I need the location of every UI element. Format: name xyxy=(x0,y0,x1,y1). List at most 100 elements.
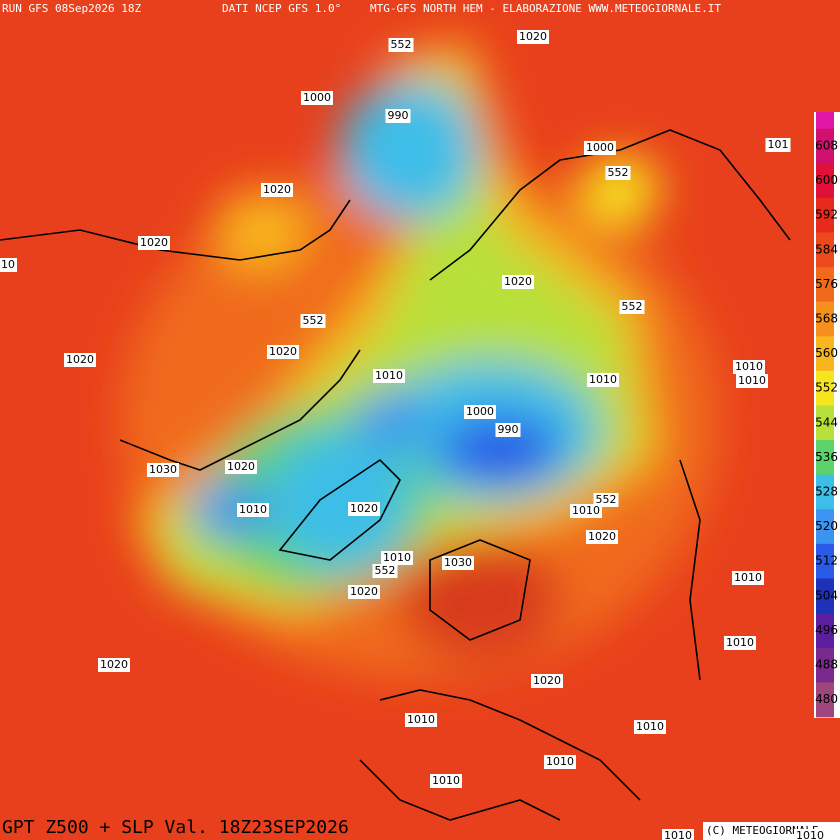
height-field xyxy=(120,40,720,680)
contour-label-bg xyxy=(405,713,437,727)
contour-label: 552 xyxy=(596,493,617,506)
copyright: (C) METEOGIORNALE xyxy=(706,824,819,837)
contour-label-bg xyxy=(605,166,631,180)
contour-label: 1000 xyxy=(586,141,614,154)
colorbar-label: 504 xyxy=(815,588,838,602)
contour-label-bg xyxy=(64,353,96,367)
contour-label-bg xyxy=(586,530,618,544)
contour-label-bg xyxy=(147,463,179,477)
contour-label: 1020 xyxy=(533,674,561,687)
contour-label-bg xyxy=(732,571,764,585)
contour-label-bg xyxy=(531,674,563,688)
colorbar-label: 608 xyxy=(815,139,838,153)
contour-label: 1010 xyxy=(375,369,403,382)
contour-label: 101 xyxy=(768,138,789,151)
contour-label-bg xyxy=(502,275,534,289)
contour-label: 1000 xyxy=(466,405,494,418)
contour-label-bg xyxy=(442,556,474,570)
contour-label-bg xyxy=(237,503,269,517)
source-label: DATI NCEP GFS 1.0° xyxy=(222,2,341,15)
colorbar-band xyxy=(816,578,834,614)
contour-label: 1020 xyxy=(504,275,532,288)
contour-label: 552 xyxy=(622,300,643,313)
colorbar-label: 568 xyxy=(815,312,838,326)
contour-label-bg xyxy=(570,504,602,518)
colorbar-strip xyxy=(834,112,840,718)
contour-label-bg xyxy=(261,183,293,197)
colorbar-label: 520 xyxy=(815,519,838,533)
contour-label: 990 xyxy=(388,109,409,122)
contour-label: 1010 xyxy=(726,636,754,649)
colorbar-label: 512 xyxy=(815,554,838,568)
contour-label: 1010 xyxy=(572,504,600,517)
contour-label: 1020 xyxy=(227,460,255,473)
contour-label-bg xyxy=(373,369,405,383)
contour-label-bg xyxy=(348,585,380,599)
contour-label: 1030 xyxy=(444,556,472,569)
contour-label-bg xyxy=(794,829,826,840)
contour-label: 1010 xyxy=(796,829,824,840)
contour-label: 10 xyxy=(1,258,15,271)
contour-label-bg xyxy=(724,636,756,650)
run-label: RUN GFS 08Sep2026 18Z xyxy=(2,2,141,15)
contour-label: 1010 xyxy=(432,774,460,787)
colorbar-band xyxy=(816,613,834,649)
contour-label-bg xyxy=(464,405,496,419)
contour-label: 1000 xyxy=(303,91,331,104)
colorbar-band xyxy=(816,301,834,337)
colorbar-band xyxy=(816,197,834,233)
contour-label-bg xyxy=(138,236,170,250)
colorbar-band xyxy=(816,370,834,406)
contour-label-bg xyxy=(301,91,333,105)
contour-label: 1010 xyxy=(407,713,435,726)
contour-label-bg xyxy=(98,658,130,672)
contour-label-bg xyxy=(662,829,694,840)
contour-label-bg xyxy=(733,360,765,374)
contour-label-bg xyxy=(619,300,645,314)
contour-label-bg xyxy=(495,423,521,437)
contour-label: 1010 xyxy=(636,720,664,733)
contour-label-bg xyxy=(385,109,411,123)
contour-label-bg xyxy=(0,258,17,272)
contour-label: 552 xyxy=(303,314,324,327)
contour-label: 552 xyxy=(375,564,396,577)
contour-label-bg xyxy=(765,138,791,152)
contour-label-bg xyxy=(584,141,616,155)
contour-label-bg xyxy=(517,30,549,44)
contour-label: 1010 xyxy=(383,551,411,564)
colorbar-band xyxy=(816,682,834,718)
contour-label: 1020 xyxy=(263,183,291,196)
colorbar-label: 576 xyxy=(815,277,838,291)
contour-label: 1020 xyxy=(588,530,616,543)
footer-title: GPT Z500 + SLP Val. 18Z23SEP2026 xyxy=(2,817,349,838)
contour-label: 1010 xyxy=(738,374,766,387)
colorbar-band xyxy=(816,509,834,545)
contour-label-bg xyxy=(267,345,299,359)
credit-label: MTG-GFS NORTH HEM - ELABORAZIONE WWW.MET… xyxy=(370,2,721,15)
contour-label-bg xyxy=(348,502,380,516)
contour-label-bg xyxy=(587,373,619,387)
contour-label: 1010 xyxy=(664,829,692,840)
colorbar-label: 536 xyxy=(815,450,838,464)
contour-label: 1020 xyxy=(350,502,378,515)
contour-label: 1020 xyxy=(140,236,168,249)
colorbar-band xyxy=(816,163,834,199)
contour-label-bg xyxy=(388,38,414,52)
colorbar-band xyxy=(816,267,834,303)
contour-label-bg xyxy=(736,374,768,388)
contour-label-bg xyxy=(634,720,666,734)
contour-label: 1020 xyxy=(269,345,297,358)
colorbar-label: 480 xyxy=(815,692,838,706)
contour-label-bg xyxy=(430,774,462,788)
contour-labels: 552 1020 1000 990 1000 552 1020 1020 10 1020 552 55… xyxy=(0,30,826,840)
coastlines xyxy=(0,129,791,821)
colorbar: 608 600 592 584 576 568 560 552 544 536 528 520 512 5… xyxy=(815,112,840,718)
contour-label: 552 xyxy=(608,166,629,179)
colorbar-band xyxy=(816,440,834,476)
colorbar-band xyxy=(816,647,834,683)
colorbar-band xyxy=(816,128,834,164)
colorbar-label: 488 xyxy=(815,658,838,672)
colorbar-band xyxy=(816,474,834,510)
colorbar-top xyxy=(816,112,834,130)
